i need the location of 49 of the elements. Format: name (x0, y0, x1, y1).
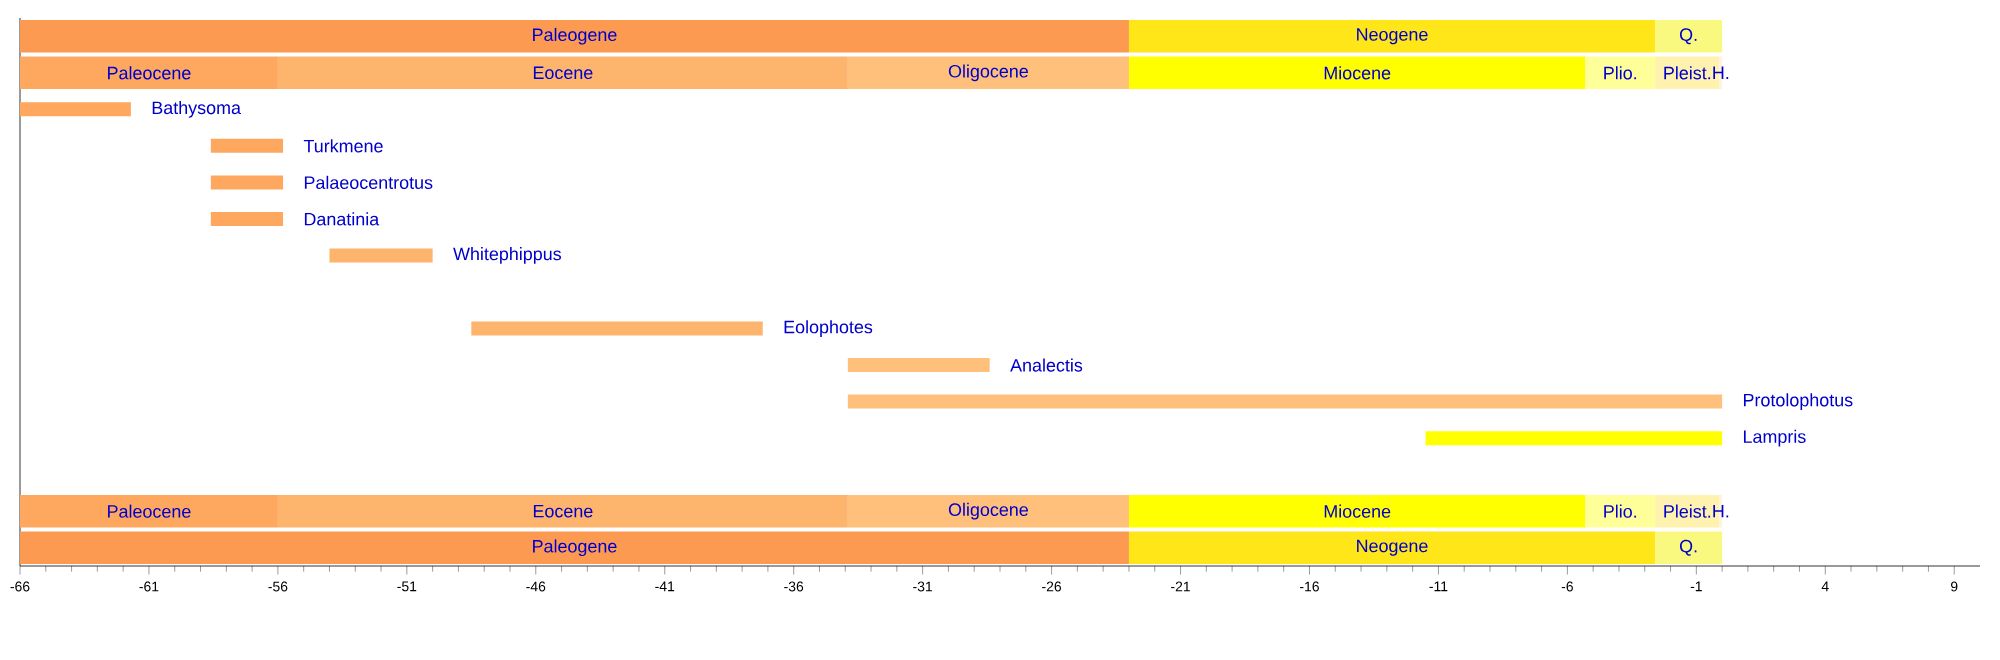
data-label: Paleocene (108, 504, 191, 518)
data-label: Q. (1679, 28, 1697, 45)
data-label: Eocene (533, 504, 593, 518)
data-label: Neogene (1357, 539, 1428, 556)
data-label: Miocene (1324, 66, 1391, 80)
y-tick-label: Whitephippus (453, 247, 562, 264)
data-label: Oligocene (948, 502, 1028, 520)
bar (847, 56, 1129, 90)
y-tick-label: Protolophotus (1743, 393, 1853, 410)
data-label: Plio. (1604, 66, 1637, 80)
data-label: Paleogene (533, 539, 617, 557)
bar (1128, 531, 1656, 565)
data-label: Neogene (1357, 28, 1428, 45)
bar (1655, 20, 1723, 53)
y-tick-label: Bathysoma (152, 100, 241, 118)
y-tick-label: Analectis (1010, 358, 1083, 372)
bar (1128, 56, 1586, 90)
data-label: Q. (1679, 539, 1697, 556)
bar (210, 175, 284, 190)
y-tick-label: Lampris (1743, 429, 1806, 447)
data-label: H. (1713, 66, 1729, 79)
bar (1585, 494, 1656, 528)
bar (277, 494, 848, 528)
data-label: Paleocene (108, 66, 191, 80)
y-tick-label: Palaeocentrotus (304, 175, 433, 189)
data-label: Oligocene (948, 64, 1028, 82)
data-label: Pleist. (1664, 66, 1711, 80)
data-label: Plio. (1604, 504, 1637, 518)
data-label: Miocene (1324, 504, 1391, 518)
data-label: Paleogene (533, 27, 617, 45)
bar (20, 531, 1129, 565)
bar (20, 20, 1129, 53)
bar (20, 56, 278, 90)
bar (1128, 494, 1586, 528)
bar (210, 138, 284, 153)
y-tick-label: Danatinia (304, 212, 380, 226)
bar (20, 494, 278, 528)
bar (1128, 20, 1656, 53)
data-label: H. (1713, 505, 1729, 518)
data-label: Pleist. (1664, 504, 1711, 518)
bar (277, 56, 848, 90)
bar (1585, 56, 1656, 90)
y-tick-label: Eolophotes (784, 320, 873, 337)
data-label: Eocene (533, 66, 593, 80)
bar (210, 211, 284, 226)
bar (1655, 531, 1723, 565)
y-tick-label: Turkmene (303, 139, 383, 153)
bar (20, 102, 131, 117)
bar (847, 494, 1129, 528)
